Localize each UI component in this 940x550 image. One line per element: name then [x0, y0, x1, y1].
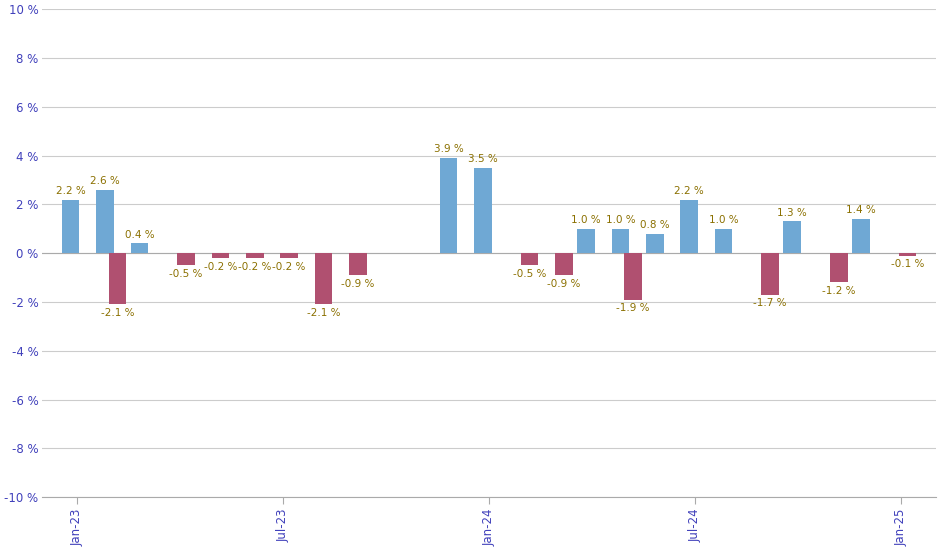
Text: -1.9 %: -1.9 %	[616, 303, 650, 313]
Text: 1.0 %: 1.0 %	[709, 215, 738, 225]
Bar	[899, 253, 916, 256]
Bar	[783, 222, 801, 253]
Bar	[280, 253, 298, 258]
Text: -0.2 %: -0.2 %	[204, 262, 237, 272]
Bar	[556, 253, 572, 275]
Bar	[646, 234, 664, 253]
Bar	[830, 253, 848, 283]
Text: -2.1 %: -2.1 %	[306, 308, 340, 318]
Bar	[131, 244, 149, 253]
Bar	[521, 253, 539, 266]
Text: -0.5 %: -0.5 %	[513, 269, 546, 279]
Text: -1.2 %: -1.2 %	[822, 286, 855, 296]
Text: -1.7 %: -1.7 %	[754, 298, 787, 309]
Text: 2.6 %: 2.6 %	[90, 176, 120, 186]
Bar	[315, 253, 332, 305]
Bar	[212, 253, 229, 258]
Bar	[62, 200, 79, 253]
Text: 0.4 %: 0.4 %	[124, 230, 154, 240]
Text: -0.9 %: -0.9 %	[341, 279, 374, 289]
Bar	[612, 229, 629, 253]
Text: 3.5 %: 3.5 %	[468, 154, 498, 164]
Text: -0.9 %: -0.9 %	[547, 279, 581, 289]
Text: -0.1 %: -0.1 %	[891, 259, 924, 270]
Bar	[714, 229, 732, 253]
Bar	[474, 168, 492, 253]
Text: 1.0 %: 1.0 %	[605, 215, 635, 225]
Text: -2.1 %: -2.1 %	[101, 308, 134, 318]
Bar	[761, 253, 779, 295]
Text: 2.2 %: 2.2 %	[55, 186, 86, 196]
Bar	[853, 219, 870, 253]
Bar	[349, 253, 367, 275]
Bar	[178, 253, 195, 266]
Bar	[109, 253, 126, 305]
Bar	[96, 190, 114, 253]
Bar	[577, 229, 595, 253]
Bar	[246, 253, 263, 258]
Text: 1.4 %: 1.4 %	[846, 205, 876, 216]
Bar	[440, 158, 458, 253]
Text: 3.9 %: 3.9 %	[433, 144, 463, 155]
Text: -0.5 %: -0.5 %	[169, 269, 203, 279]
Text: -0.2 %: -0.2 %	[273, 262, 306, 272]
Text: -0.2 %: -0.2 %	[238, 262, 272, 272]
Bar	[624, 253, 641, 300]
Text: 1.3 %: 1.3 %	[777, 208, 807, 218]
Bar	[681, 200, 697, 253]
Text: 0.8 %: 0.8 %	[640, 220, 669, 230]
Text: 1.0 %: 1.0 %	[572, 215, 601, 225]
Text: 2.2 %: 2.2 %	[674, 186, 704, 196]
